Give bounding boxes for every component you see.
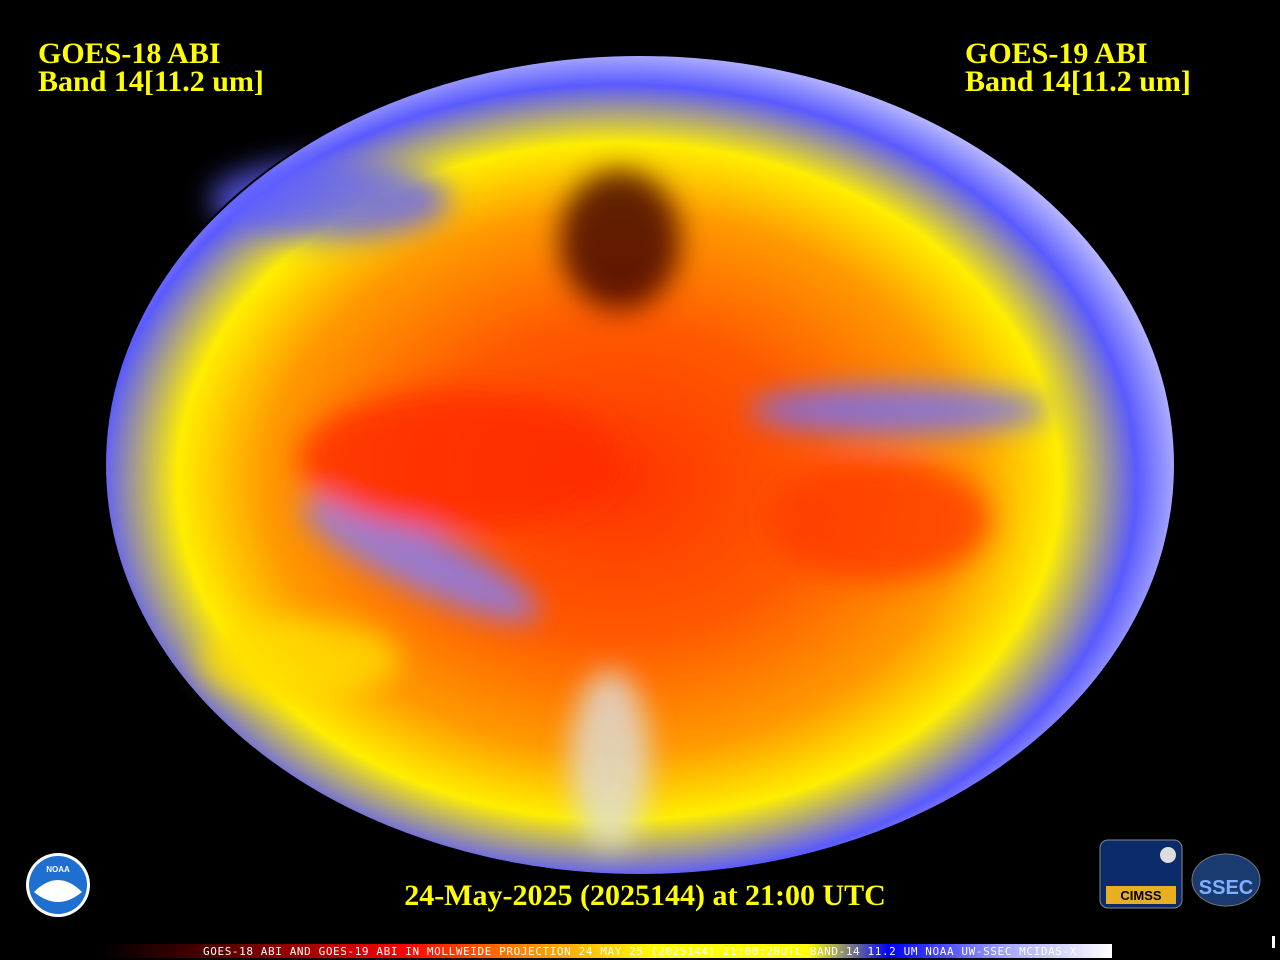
cimss-logo: CIMSS xyxy=(1099,839,1183,909)
globe-edge xyxy=(104,54,1176,876)
left-title: GOES-18 ABI xyxy=(38,37,221,70)
left-band: Band 14[11.2 um] xyxy=(38,65,264,98)
caption: 24-May-2025 (2025144) at 21:00 UTC xyxy=(404,879,886,912)
noaa-logo: NOAA xyxy=(26,853,90,917)
color-bar-label: GOES-18 ABI AND GOES-19 ABI IN MOLLWEIDE… xyxy=(203,945,1077,958)
ssec-label: SSEC xyxy=(1199,877,1253,899)
cimss-label: CIMSS xyxy=(1120,888,1162,903)
noaa-bird xyxy=(34,880,82,902)
right-band: Band 14[11.2 um] xyxy=(965,65,1191,98)
globe xyxy=(104,54,1176,876)
noaa-label: NOAA xyxy=(46,865,70,874)
ssec-logo: SSEC xyxy=(1191,853,1261,907)
ssec-globe xyxy=(1191,853,1261,907)
cimss-band xyxy=(1106,886,1176,904)
color-bar xyxy=(100,944,1112,958)
right-title: GOES-19 ABI xyxy=(965,37,1148,70)
cimss-dish xyxy=(1160,847,1176,863)
corner-mark xyxy=(1272,936,1275,948)
cloud-features xyxy=(200,160,1050,850)
